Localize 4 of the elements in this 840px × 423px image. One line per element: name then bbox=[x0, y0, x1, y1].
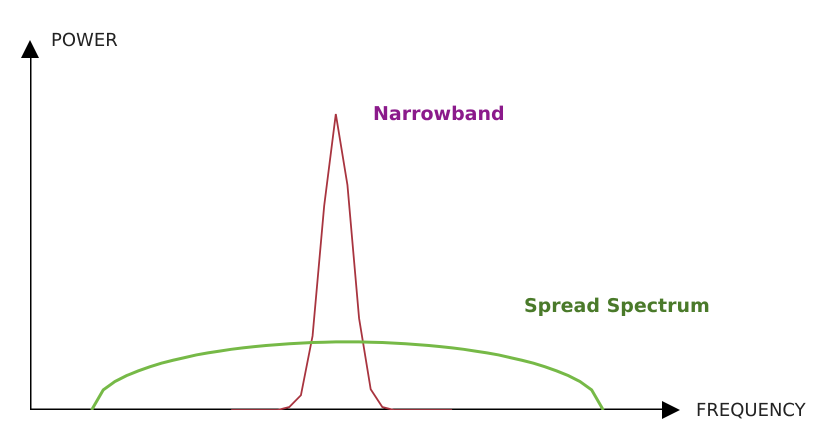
y-axis-title: POWER bbox=[51, 30, 118, 51]
series-label: Narrowband bbox=[373, 103, 505, 125]
x-axis-title: FREQUENCY bbox=[696, 400, 807, 421]
text: Spread Spectrum bbox=[524, 295, 710, 317]
